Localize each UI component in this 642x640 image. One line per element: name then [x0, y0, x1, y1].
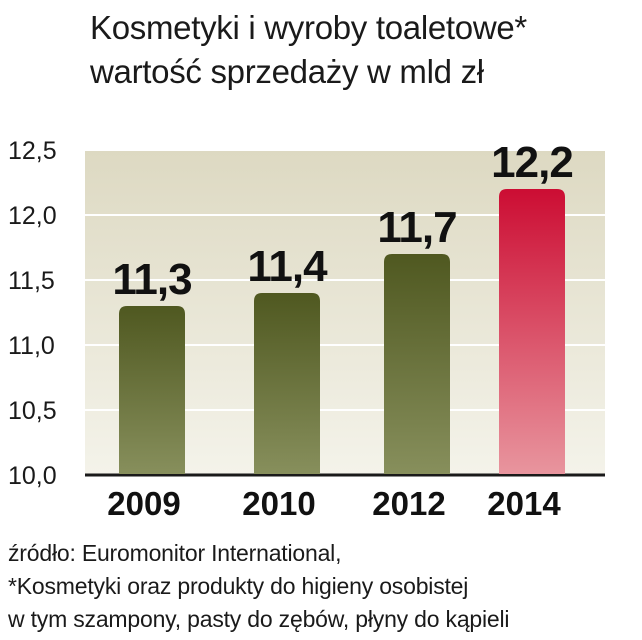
- y-tick-label: 12,0: [8, 202, 57, 230]
- chart-footer: źródło: Euromonitor International, *Kosm…: [8, 537, 638, 636]
- y-tick-label: 11,5: [8, 267, 55, 295]
- y-tick-label: 11,0: [8, 332, 55, 360]
- value-label-2012: 11,7: [377, 203, 456, 252]
- bar-2009: [119, 306, 185, 474]
- bar-2014: [499, 189, 565, 474]
- category-label-2010: 2010: [242, 485, 315, 522]
- value-label-2009: 11,3: [112, 255, 191, 304]
- chart-subtitle: wartość sprzedaży w mld zł: [90, 53, 484, 90]
- bar-2010: [254, 293, 320, 474]
- category-label-2009: 2009: [107, 485, 180, 522]
- bar-chart: 10,0 10,5 11,0 11,5 12,0 12,5 11,3 2009 11,4 2010…: [8, 137, 605, 522]
- category-label-2012: 2012: [372, 485, 445, 522]
- value-label-2010: 11,4: [247, 242, 328, 291]
- y-tick-label: 10,0: [8, 462, 57, 490]
- chart-title: Kosmetyki i wyroby toaletowe* wartość sp…: [90, 6, 630, 94]
- footnote-line-1: *Kosmetyki oraz produkty do higieny osob…: [8, 573, 469, 599]
- bar-2012: [384, 254, 450, 474]
- category-label-2014: 2014: [487, 485, 561, 522]
- chart-title-line-1: Kosmetyki i wyroby toaletowe*: [90, 9, 527, 46]
- value-label-2014: 12,2: [491, 138, 573, 187]
- y-tick-label: 10,5: [8, 397, 57, 425]
- source-note: źródło: Euromonitor International,: [8, 540, 342, 566]
- footnote-line-2: w tym szampony, pasty do zębów, płyny do…: [8, 606, 510, 632]
- y-tick-label: 12,5: [8, 137, 57, 165]
